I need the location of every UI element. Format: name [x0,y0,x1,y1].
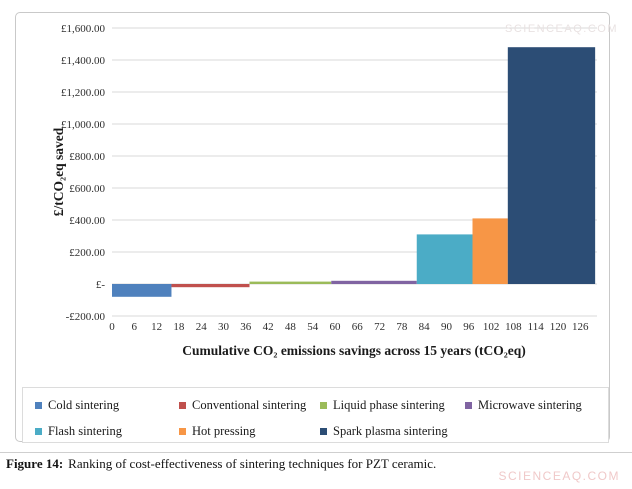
y-tick-label: -£200.00 [66,311,106,323]
bar-microwave-sintering [331,280,417,284]
y-tick-label: £800.00 [69,151,105,163]
legend-item: Liquid phase sintering [320,398,445,413]
bar-cold-sintering [112,284,172,297]
y-tick-label: £200.00 [69,247,105,259]
x-tick-label: 108 [505,321,522,333]
x-tick-label: 42 [263,321,274,333]
y-tick-label: £1,600.00 [61,23,106,35]
x-tick-label: 0 [109,321,115,333]
legend-label: Spark plasma sintering [333,424,448,438]
x-tick-label: 24 [196,321,208,333]
y-tick-label: £1,200.00 [61,87,106,99]
x-tick-label: 114 [528,321,545,333]
x-tick-label: 54 [307,321,319,333]
x-tick-label: 84 [419,321,431,333]
figure-caption-label: Figure 14: [6,456,64,471]
y-tick-label: £400.00 [69,215,105,227]
bar-spark-plasma-sintering [507,47,596,285]
legend-label: Cold sintering [48,398,120,412]
x-tick-label: 126 [572,321,589,333]
legend-swatch [179,428,186,435]
x-tick-label: 36 [240,321,252,333]
y-tick-label: £600.00 [69,183,105,195]
legend-swatch [320,428,327,435]
x-tick-label: 72 [374,321,385,333]
x-axis-tick-labels: 0 6 12 18 24 30 36 42 48 54 60 66 72 78 84 90 96 102 108 11… [109,321,589,333]
x-tick-label: 12 [151,321,162,333]
x-tick-label: 120 [550,321,567,333]
bars [112,47,596,297]
legend-item: Spark plasma sintering [320,424,448,439]
legend-swatch [35,428,42,435]
x-tick-label: 30 [218,321,230,333]
legend-swatch [465,402,472,409]
y-tick-label: £- [96,279,106,291]
x-tick-label: 90 [441,321,453,333]
x-tick-label: 66 [352,321,364,333]
legend-item: Cold sintering [35,398,119,413]
x-tick-label: 48 [285,321,297,333]
caption-separator-line [0,452,632,453]
bar-chart: £1,600.00 £1,400.00 £1,200.00 £1,000.00 £800… [51,23,597,358]
x-axis-title: Cumulative CO₂ emissions savings across … [182,343,525,358]
x-tick-label: 78 [396,321,408,333]
legend-label: Liquid phase sintering [333,398,445,412]
chart-legend: Cold sintering Conventional sintering Liqu… [22,387,609,443]
legend-swatch [179,402,186,409]
x-tick-label: 102 [483,321,500,333]
chart-frame: £1,600.00 £1,400.00 £1,200.00 £1,000.00 £800… [15,12,610,443]
legend-label: Conventional sintering [192,398,307,412]
legend-item: Microwave sintering [465,398,582,413]
legend-label: Flash sintering [48,424,122,438]
legend-item: Conventional sintering [179,398,306,413]
x-tick-label: 6 [132,321,138,333]
figure-caption: Figure 14: Ranking of cost-effectiveness … [6,456,606,472]
x-tick-label: 96 [463,321,475,333]
legend-swatch [35,402,42,409]
figure-caption-text: Ranking of cost-effectiveness of sinteri… [68,456,437,471]
bar-conventional-sintering [171,284,250,288]
x-tick-label: 18 [173,321,185,333]
legend-label: Hot pressing [192,424,256,438]
legend-swatch [320,402,327,409]
legend-label: Microwave sintering [478,398,582,412]
x-tick-label: 60 [329,321,341,333]
y-tick-label: £1,400.00 [61,55,106,67]
bar-flash-sintering [416,234,473,284]
legend-item: Hot pressing [179,424,256,439]
y-tick-label: £1,000.00 [61,119,106,131]
y-axis-tick-labels: £1,600.00 £1,400.00 £1,200.00 £1,000.00 £800… [61,23,106,323]
bar-liquid-phase-sintering [249,281,332,284]
bar-hot-pressing [472,218,508,284]
y-axis-title: £/tCO₂eq saved [51,127,66,216]
legend-item: Flash sintering [35,424,122,439]
